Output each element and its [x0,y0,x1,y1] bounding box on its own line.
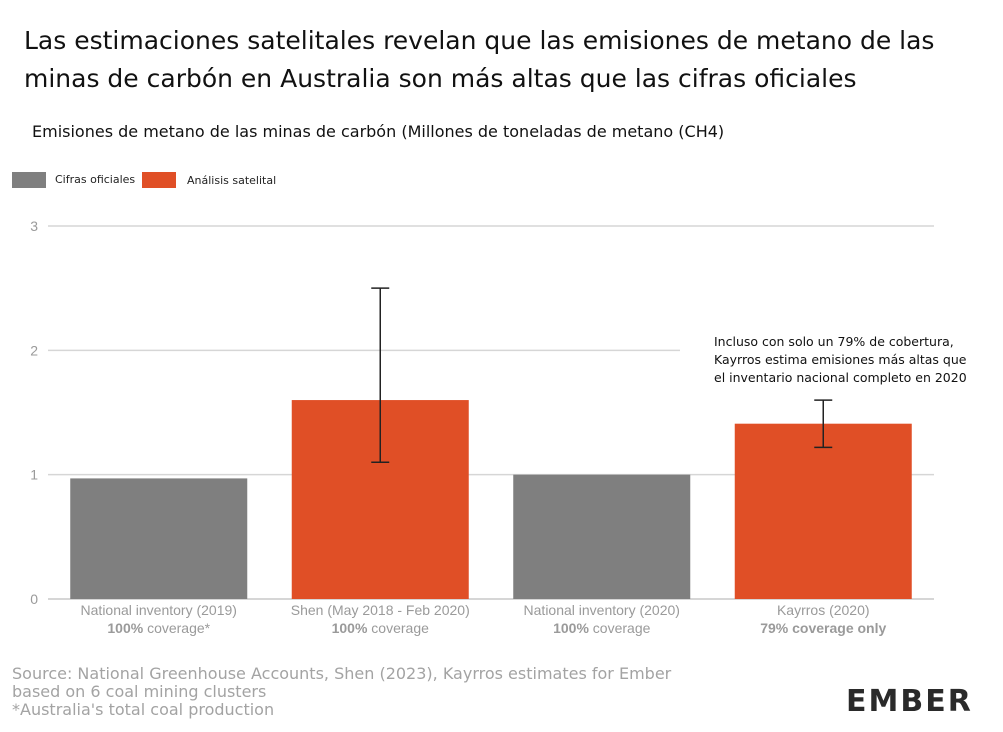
x-tick-label: Kayrros (2020) [777,602,870,618]
x-tick-label: National inventory (2019) [81,602,237,618]
x-tick-label: Shen (May 2018 - Feb 2020) [291,602,470,618]
bar [734,423,912,599]
chart-subtitle: Emisiones de metano de las minas de carb… [32,122,725,141]
coverage-bold: 79% coverage only [760,620,886,636]
annotation-line: Incluso con solo un 79% de cobertura, [714,334,954,349]
annotation: Incluso con solo un 79% de cobertura, Kay… [714,334,967,385]
legend-label-official: Cifras oficiales [55,173,136,186]
x-tick-coverage: 100% coverage* [107,620,210,636]
x-tick-coverage: 100% coverage [553,620,651,636]
source-line: based on 6 coal mining clusters [12,682,267,701]
bar [70,478,248,599]
annotation-line: el inventario nacional completo en 2020 [714,370,967,385]
legend-swatch-official [12,172,46,188]
bar [513,474,691,599]
y-tick-label: 0 [30,591,38,607]
x-tick-label: National inventory (2020) [524,602,680,618]
y-tick-label: 3 [30,218,38,234]
white-patch [347,165,972,223]
ember-logo: EMBER [846,684,973,719]
x-tick-labels: National inventory (2019) 100% coverage* S… [81,602,887,636]
x-tick-coverage: 100% coverage [332,620,430,636]
legend-swatch-satellite [142,172,176,188]
source-line: Source: National Greenhouse Accounts, Sh… [12,664,672,683]
legend-label-satellite: Análisis satelital [187,174,277,187]
coverage-bold: 100% [332,620,368,636]
coverage-rest: coverage [367,620,429,636]
coverage-bold: 100% [553,620,589,636]
y-tick-label: 2 [30,342,38,358]
coverage-rest: coverage [589,620,651,636]
source-note: Source: National Greenhouse Accounts, Sh… [12,665,772,719]
coverage-bold: 100% [107,620,143,636]
x-tick-coverage: 79% coverage only [760,620,886,636]
bars [70,400,912,599]
coverage-rest: coverage* [143,620,210,636]
chart-title: Las estimaciones satelitales revelan que… [24,26,935,93]
y-tick-label: 1 [30,467,38,483]
y-tick-labels: 0 1 2 3 [30,218,38,607]
bar-chart: 0 1 2 3 National inventory (2019) 100% cover… [30,218,967,636]
white-patch [922,485,994,587]
error-bars [371,287,833,463]
source-line: *Australia's total coal production [12,700,275,719]
annotation-line: Kayrros estima emisiones más altas que [714,352,967,367]
